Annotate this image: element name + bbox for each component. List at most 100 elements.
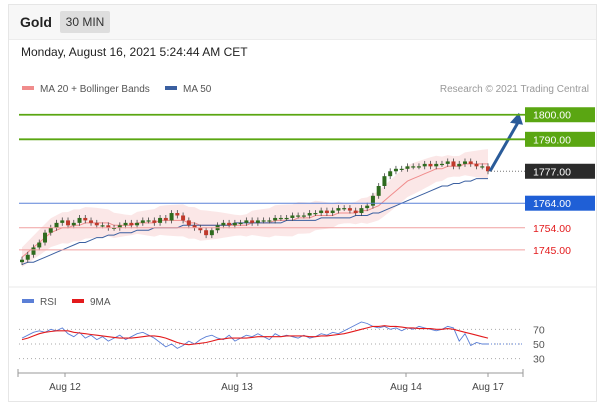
x-tick-label: Aug 12 [49,382,81,393]
candle-body [353,210,358,214]
ma50-line [21,178,488,266]
candle-body [474,163,479,167]
candle-body [146,220,151,222]
rsi-tick-label: 30 [533,354,545,366]
pivot-label-box [525,195,595,211]
forecast-arrow [488,119,521,173]
candle-body [94,222,99,226]
candle-body [198,227,203,231]
candle-body [83,217,88,221]
candle-body [376,186,381,196]
chart-datetime: Monday, August 16, 2021 5:24:44 AM CET [21,45,248,59]
candle-body [186,220,191,226]
candle-body [106,225,111,228]
resistance-label-box [525,107,595,123]
candle-body [336,208,341,211]
candle-body [48,227,53,233]
candle-body [100,225,105,227]
candle-body [250,220,255,223]
candle-body [238,222,243,225]
candle-body [457,163,462,167]
candle-body [388,171,393,177]
forecast-arrow-head [510,112,523,125]
candle-body [347,208,352,211]
candle-body [129,222,134,226]
rsi-9ma-line [21,325,489,346]
legend-label-ma50: MA 50 [183,84,212,95]
candle-body [181,215,186,221]
candle-body [296,215,301,217]
candle-body [451,161,456,167]
candle-body [163,217,168,221]
candle-body [227,222,232,226]
candle-body [462,161,467,164]
rsi-tick-label: 50 [533,339,545,351]
candle-body [209,230,214,236]
candle-body [60,220,65,223]
candle-body [439,163,444,166]
candle-body [313,213,318,215]
candle-body [135,222,140,226]
candle-body [319,210,324,214]
candle-body [54,222,59,228]
support-label: 1745.00 [533,245,571,257]
candle-body [359,208,364,214]
x-tick-label: Aug 17 [472,382,504,393]
x-tick-label: Aug 13 [221,382,253,393]
support-label: 1754.00 [533,223,571,235]
candle-body [112,227,117,229]
candle-body [411,166,416,168]
candle-body [140,220,145,223]
candle-body [330,210,335,214]
candle-body [232,222,237,226]
candle-body [393,168,398,172]
legend-label-9ma: 9MA [90,297,111,308]
candle-body [342,208,347,210]
candle-body [255,220,260,223]
instrument-title: Gold [20,14,52,30]
candle-body [77,217,82,223]
candle-body [301,215,306,217]
candle-body [25,254,30,260]
candle-body [267,220,272,222]
candle-body [20,259,24,263]
candle-body [221,222,226,226]
candle-body [152,220,157,223]
candle-body [123,222,128,226]
interval-badge[interactable]: 30 MIN [60,11,110,33]
candle-body [261,220,266,222]
candle-body [307,213,312,216]
resistance-label: 1800.00 [533,110,571,122]
rsi-tick-label: 70 [533,324,545,336]
chart-header: Gold 30 MIN [9,5,596,40]
candle-body [204,230,209,236]
candle-body [365,205,370,209]
resistance-label: 1790.00 [533,134,571,146]
rsi-line [21,321,488,349]
last-price-box [525,163,595,179]
resistance-label-box [525,131,595,147]
legend-swatch-ma20 [22,86,34,90]
candle-body [37,242,42,248]
copyright: Research © 2021 Trading Central [440,84,589,95]
candle-body [382,176,387,186]
candle-body [278,217,283,220]
candle-body [158,217,163,223]
candle-body [175,213,180,216]
candle-body [445,161,450,164]
legend-label-rsi: RSI [40,297,57,308]
candle-body [43,232,48,243]
candle-body [324,210,329,214]
candle-body [480,166,485,168]
candle-body [468,161,473,164]
candle-body [405,166,410,169]
x-tick-label: Aug 14 [390,382,422,393]
candle-body [370,195,375,206]
candle-body [284,217,289,220]
candle-body [192,225,197,228]
legend-label-ma20: MA 20 + Bollinger Bands [40,84,150,95]
pivot-label: 1764.00 [533,198,571,210]
candle-body [169,213,174,221]
candle-body [290,215,295,218]
candle-body [89,220,94,223]
